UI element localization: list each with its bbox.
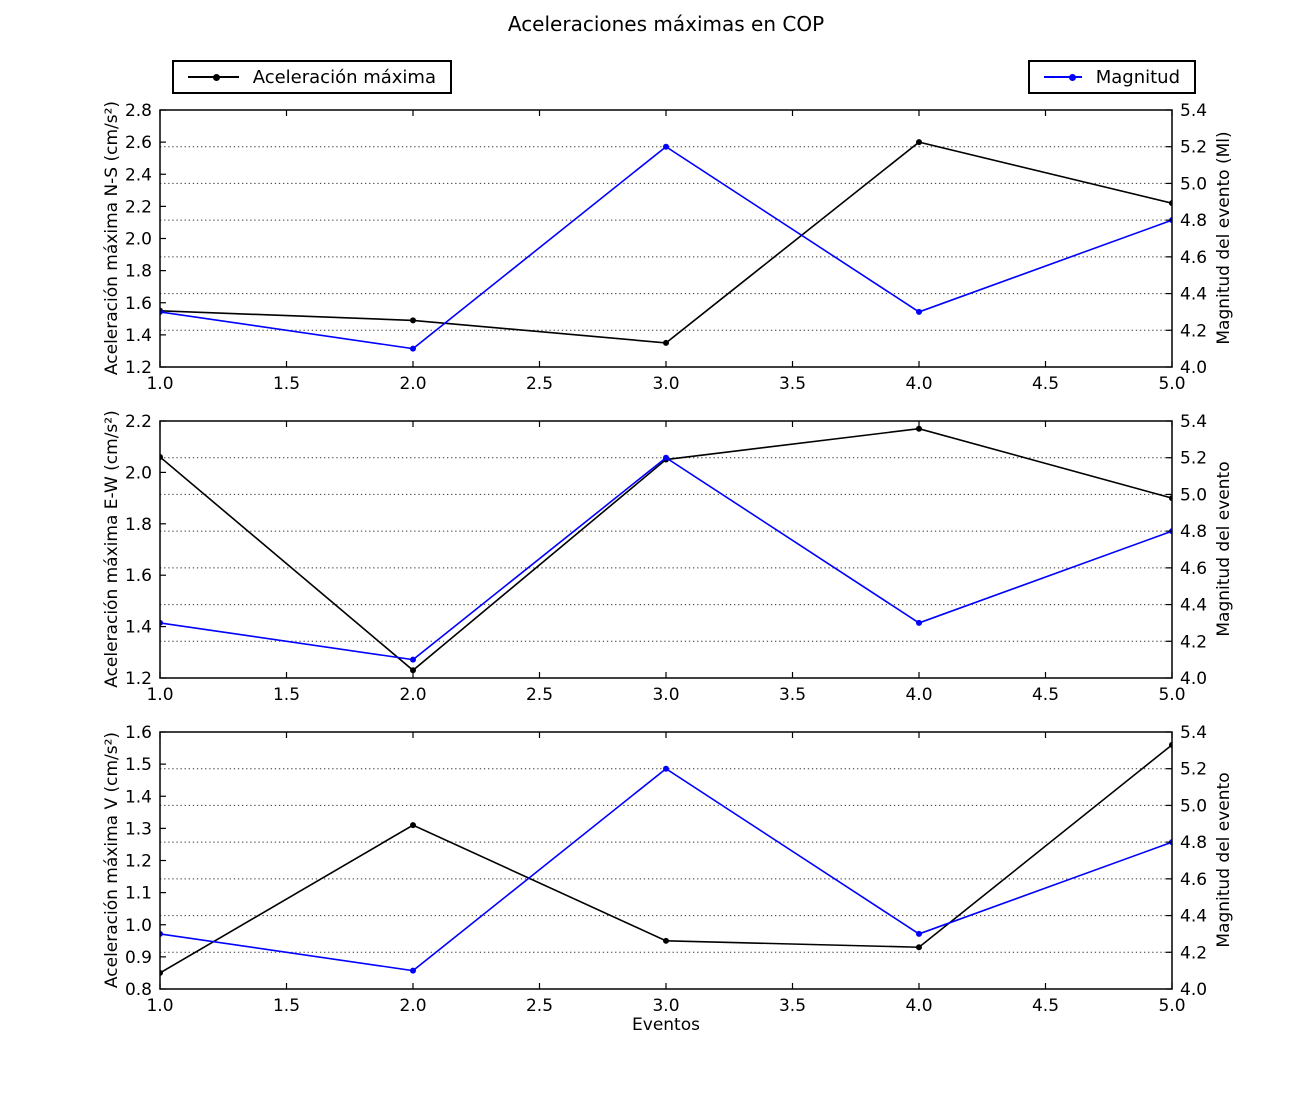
svg-text:2.2: 2.2 bbox=[125, 412, 152, 432]
svg-text:4.2: 4.2 bbox=[1180, 632, 1207, 652]
svg-text:1.2: 1.2 bbox=[125, 358, 152, 378]
svg-text:4.5: 4.5 bbox=[1032, 996, 1059, 1016]
svg-text:5.0: 5.0 bbox=[1158, 374, 1185, 394]
svg-text:1.0: 1.0 bbox=[125, 916, 152, 936]
svg-text:4.8: 4.8 bbox=[1180, 211, 1207, 231]
svg-text:1.2: 1.2 bbox=[125, 852, 152, 872]
svg-text:4.0: 4.0 bbox=[905, 374, 932, 394]
svg-text:5.0: 5.0 bbox=[1180, 485, 1207, 505]
x-axis-label: Eventos bbox=[632, 1015, 700, 1035]
svg-text:4.0: 4.0 bbox=[1180, 358, 1207, 378]
svg-text:1.5: 1.5 bbox=[273, 685, 300, 705]
svg-text:1.8: 1.8 bbox=[125, 262, 152, 282]
ylabel-ns-right: Magnitud del evento (Ml) bbox=[1214, 131, 1234, 345]
svg-text:1.0: 1.0 bbox=[146, 685, 173, 705]
svg-text:2.5: 2.5 bbox=[526, 374, 553, 394]
svg-text:1.4: 1.4 bbox=[125, 618, 152, 638]
svg-text:1.6: 1.6 bbox=[125, 723, 152, 743]
svg-text:4.6: 4.6 bbox=[1180, 248, 1207, 268]
svg-text:2.0: 2.0 bbox=[125, 463, 152, 483]
svg-text:4.4: 4.4 bbox=[1180, 596, 1207, 616]
svg-text:1.8: 1.8 bbox=[125, 515, 152, 535]
svg-text:5.4: 5.4 bbox=[1180, 101, 1207, 121]
svg-text:1.2: 1.2 bbox=[125, 669, 152, 689]
svg-text:4.4: 4.4 bbox=[1180, 907, 1207, 927]
svg-text:2.5: 2.5 bbox=[526, 685, 553, 705]
svg-text:5.0: 5.0 bbox=[1180, 796, 1207, 816]
svg-text:4.8: 4.8 bbox=[1180, 833, 1207, 853]
svg-text:4.8: 4.8 bbox=[1180, 522, 1207, 542]
svg-text:2.0: 2.0 bbox=[399, 374, 426, 394]
legend-magnitude: Magnitud bbox=[1028, 60, 1196, 94]
svg-text:4.4: 4.4 bbox=[1180, 285, 1207, 305]
svg-text:2.6: 2.6 bbox=[125, 133, 152, 153]
svg-text:1.5: 1.5 bbox=[125, 755, 152, 775]
legend-magnitude-label: Magnitud bbox=[1095, 66, 1180, 88]
svg-text:5.0: 5.0 bbox=[1158, 685, 1185, 705]
svg-text:4.5: 4.5 bbox=[1032, 685, 1059, 705]
svg-text:5.0: 5.0 bbox=[1180, 174, 1207, 194]
svg-text:1.1: 1.1 bbox=[125, 884, 152, 904]
svg-text:5.2: 5.2 bbox=[1180, 138, 1207, 158]
svg-text:5.4: 5.4 bbox=[1180, 412, 1207, 432]
legend-acceleration-dot-marker bbox=[213, 74, 220, 81]
svg-text:1.4: 1.4 bbox=[125, 787, 152, 807]
svg-text:4.5: 4.5 bbox=[1032, 374, 1059, 394]
ylabel-ew-right: Magnitud del evento bbox=[1214, 461, 1234, 637]
svg-text:2.8: 2.8 bbox=[125, 101, 152, 121]
svg-text:4.2: 4.2 bbox=[1180, 321, 1207, 341]
legend-magnitude-dot-marker bbox=[1069, 74, 1076, 81]
svg-text:1.6: 1.6 bbox=[125, 294, 152, 314]
svg-text:1.4: 1.4 bbox=[125, 326, 152, 346]
svg-text:4.6: 4.6 bbox=[1180, 870, 1207, 890]
svg-text:2.0: 2.0 bbox=[399, 996, 426, 1016]
svg-text:1.3: 1.3 bbox=[125, 819, 152, 839]
svg-text:3.5: 3.5 bbox=[779, 685, 806, 705]
svg-text:1.0: 1.0 bbox=[146, 996, 173, 1016]
svg-text:3.0: 3.0 bbox=[652, 996, 679, 1016]
svg-text:4.0: 4.0 bbox=[905, 996, 932, 1016]
ylabel-v-left: Aceleración máxima V (cm/s²) bbox=[102, 731, 122, 989]
svg-text:5.2: 5.2 bbox=[1180, 449, 1207, 469]
svg-text:3.5: 3.5 bbox=[779, 996, 806, 1016]
svg-text:5.2: 5.2 bbox=[1180, 760, 1207, 780]
svg-text:2.4: 2.4 bbox=[125, 165, 152, 185]
legend-acceleration-line-sample bbox=[188, 74, 239, 81]
svg-text:5.4: 5.4 bbox=[1180, 723, 1207, 743]
legend-acceleration-label: Aceleración máxima bbox=[252, 66, 436, 88]
svg-text:3.0: 3.0 bbox=[652, 374, 679, 394]
svg-text:4.0: 4.0 bbox=[1180, 669, 1207, 689]
svg-text:2.2: 2.2 bbox=[125, 197, 152, 217]
svg-text:0.8: 0.8 bbox=[125, 980, 152, 1000]
legend-acceleration: Aceleración máxima bbox=[172, 60, 452, 94]
svg-text:3.0: 3.0 bbox=[652, 685, 679, 705]
figure-title: Aceleraciones máximas en COP bbox=[507, 12, 825, 36]
ylabel-ew-left: Aceleración máxima E-W (cm/s²) bbox=[102, 410, 122, 688]
svg-text:4.0: 4.0 bbox=[905, 685, 932, 705]
svg-text:1.6: 1.6 bbox=[125, 566, 152, 586]
ylabel-v-right: Magnitud del evento bbox=[1214, 772, 1234, 948]
ylabel-ns-left: Aceleración máxima N-S (cm/s²) bbox=[102, 100, 122, 376]
svg-text:0.9: 0.9 bbox=[125, 948, 152, 968]
svg-text:1.0: 1.0 bbox=[146, 374, 173, 394]
svg-text:2.0: 2.0 bbox=[125, 230, 152, 250]
svg-text:4.6: 4.6 bbox=[1180, 559, 1207, 579]
svg-text:5.0: 5.0 bbox=[1158, 996, 1185, 1016]
svg-text:3.5: 3.5 bbox=[779, 374, 806, 394]
svg-text:4.0: 4.0 bbox=[1180, 980, 1207, 1000]
legend-magnitude-line-sample bbox=[1044, 74, 1082, 81]
svg-text:1.5: 1.5 bbox=[273, 374, 300, 394]
svg-text:1.5: 1.5 bbox=[273, 996, 300, 1016]
svg-text:4.2: 4.2 bbox=[1180, 943, 1207, 963]
svg-text:2.5: 2.5 bbox=[526, 996, 553, 1016]
svg-text:2.0: 2.0 bbox=[399, 685, 426, 705]
